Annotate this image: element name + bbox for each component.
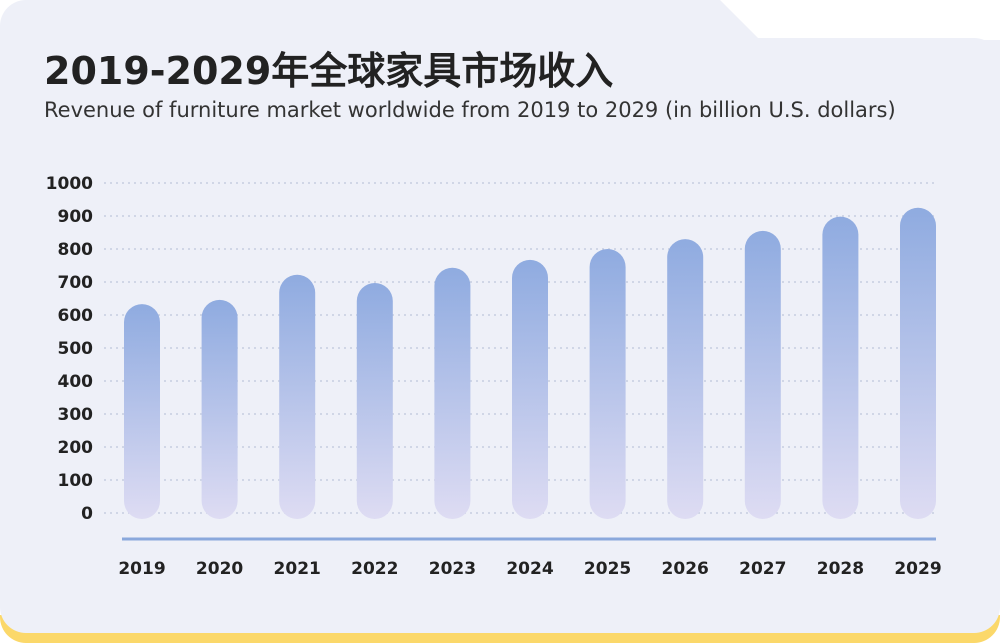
x-tick-label: 2027 — [739, 559, 786, 579]
x-tick-label: 2022 — [351, 559, 398, 579]
bar — [822, 216, 859, 519]
y-tick-label: 1000 — [46, 174, 93, 194]
x-tick-label: 2024 — [506, 559, 553, 579]
x-tick-label: 2021 — [274, 559, 321, 579]
chart-subtitle: Revenue of furniture market worldwide fr… — [44, 98, 896, 122]
x-tick-label: 2023 — [429, 559, 476, 579]
bar — [356, 282, 393, 519]
x-tick-label: 2028 — [817, 559, 864, 579]
bar — [124, 304, 160, 519]
y-tick-label: 0 — [81, 504, 93, 524]
y-tick-label: 200 — [58, 438, 94, 458]
y-tick-label: 100 — [58, 471, 94, 491]
y-tick-label: 400 — [58, 372, 94, 392]
y-tick-label: 300 — [58, 405, 94, 425]
card-top-right — [680, 38, 1000, 78]
x-tick-label: 2019 — [118, 559, 165, 579]
x-tick-label: 2025 — [584, 559, 631, 579]
bar — [900, 207, 936, 519]
bar — [667, 239, 704, 519]
bar — [744, 230, 781, 519]
bar — [279, 274, 316, 519]
y-tick-label: 600 — [58, 306, 94, 326]
y-tick-label: 900 — [58, 207, 94, 227]
bar — [201, 299, 238, 519]
x-tick-label: 2020 — [196, 559, 243, 579]
y-tick-label: 500 — [58, 339, 94, 359]
bar — [434, 267, 471, 519]
chart-title: 2019-2029年全球家具市场收入 — [44, 49, 614, 93]
y-tick-label: 800 — [58, 240, 94, 260]
bar — [589, 249, 626, 519]
x-tick-label: 2029 — [894, 559, 941, 579]
y-tick-label: 700 — [58, 273, 94, 293]
card-notch — [680, 0, 1000, 40]
bar — [512, 259, 548, 519]
x-tick-label: 2026 — [662, 559, 709, 579]
